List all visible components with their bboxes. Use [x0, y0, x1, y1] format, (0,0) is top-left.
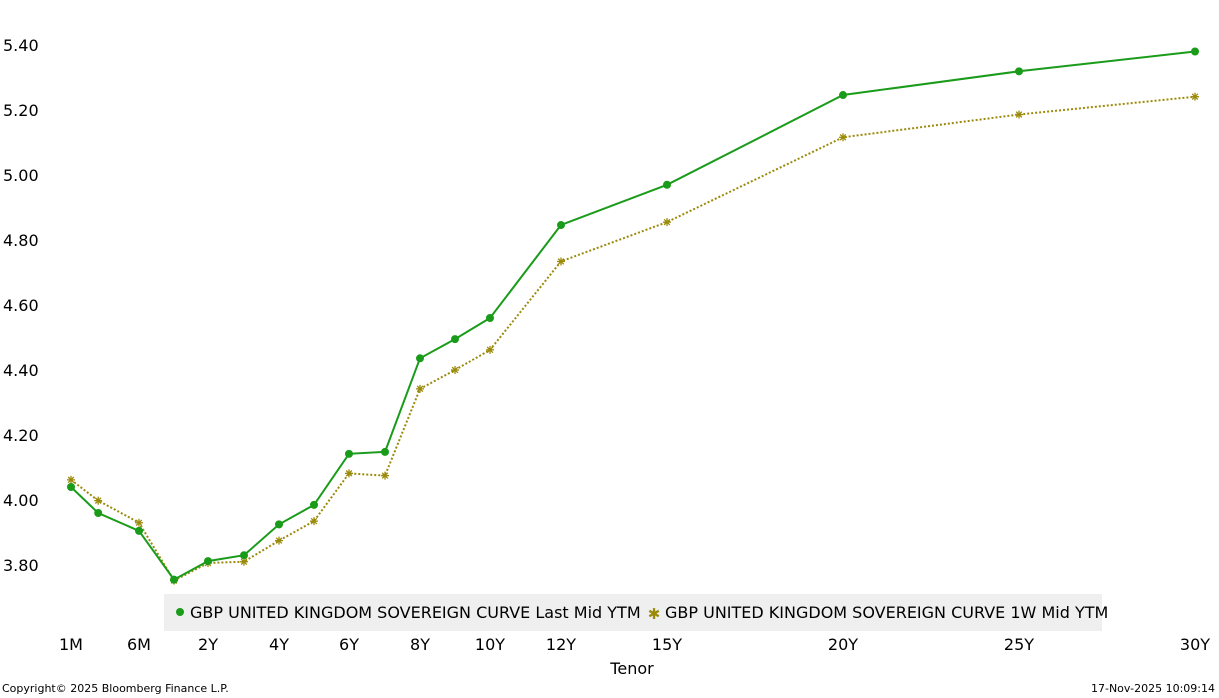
x-axis: 1M 6M 2Y 4Y 6Y 8Y 10Y 12Y 15Y 20Y 25Y 30Y	[59, 635, 1210, 654]
data-point-1w	[416, 384, 424, 393]
data-point-1w	[1015, 110, 1023, 119]
y-tick-label: 5.20	[3, 101, 39, 120]
y-tick-label: 4.20	[3, 426, 39, 445]
data-point-last	[310, 500, 318, 509]
y-tick-label: 5.00	[3, 166, 39, 185]
data-point-last	[94, 509, 103, 517]
copyright-text: Copyright© 2025 Bloomberg Finance L.P.	[2, 682, 229, 695]
data-point-last	[1015, 67, 1023, 76]
legend-label-last: GBP UNITED KINGDOM SOVEREIGN CURVE Last …	[190, 603, 641, 622]
x-tick-label: 1M	[59, 635, 83, 654]
y-tick-label: 5.40	[3, 36, 39, 55]
x-axis-title: Tenor	[609, 659, 654, 678]
data-point-last	[170, 575, 178, 584]
data-point-last	[135, 526, 143, 535]
data-point-1w	[381, 471, 389, 480]
legend-marker-last	[176, 608, 184, 616]
x-tick-label: 25Y	[1004, 635, 1034, 654]
data-point-last	[275, 520, 283, 529]
x-tick-label: 12Y	[546, 635, 576, 654]
data-point-last	[204, 557, 212, 566]
data-point-last	[1191, 47, 1199, 56]
series-layer	[67, 47, 1199, 585]
data-point-last	[67, 483, 75, 491]
y-tick-label: 4.00	[3, 491, 39, 510]
data-point-last	[416, 354, 424, 363]
legend-marker-1w: ✱	[648, 605, 661, 623]
series-line-1w	[70, 95, 1196, 582]
data-point-1w	[310, 517, 318, 526]
data-point-last	[486, 314, 494, 322]
data-point-last	[381, 447, 389, 456]
legend-background	[164, 594, 1102, 631]
data-point-last	[345, 449, 353, 458]
series-line-last	[70, 50, 1196, 581]
data-point-1w	[135, 518, 143, 527]
data-point-1w	[839, 133, 847, 142]
data-point-last	[839, 91, 847, 100]
y-axis: 3.80 4.00 4.20 4.40 4.60 4.80 5.00 5.20 5.40	[3, 36, 39, 575]
data-point-last	[557, 221, 565, 230]
data-point-1w	[94, 496, 103, 505]
x-tick-label: 2Y	[198, 635, 218, 654]
data-point-1w	[663, 218, 671, 227]
data-point-1w	[451, 366, 459, 374]
data-point-1w	[486, 345, 494, 354]
y-tick-label: 4.60	[3, 296, 39, 315]
x-tick-label: 10Y	[475, 635, 505, 654]
x-tick-label: 30Y	[1180, 635, 1210, 654]
data-point-1w	[67, 475, 75, 484]
timestamp-text: 17-Nov-2025 10:09:14	[1090, 682, 1215, 695]
data-point-1w	[275, 536, 283, 545]
x-tick-label: 20Y	[828, 635, 858, 654]
legend-label-1w: GBP UNITED KINGDOM SOVEREIGN CURVE 1W Mi…	[665, 603, 1108, 622]
data-point-1w	[345, 469, 353, 478]
y-tick-label: 4.80	[3, 231, 39, 250]
data-point-1w	[240, 557, 248, 566]
x-tick-label: 6Y	[339, 635, 359, 654]
x-tick-label: 8Y	[410, 635, 430, 654]
y-tick-label: 3.80	[3, 556, 39, 575]
x-tick-label: 4Y	[269, 635, 289, 654]
data-point-last	[451, 335, 459, 344]
data-point-1w	[557, 257, 565, 266]
data-point-1w	[1191, 92, 1199, 101]
x-tick-label: 15Y	[652, 635, 682, 654]
legend: GBP UNITED KINGDOM SOVEREIGN CURVE Last …	[164, 594, 1108, 631]
data-point-last	[663, 180, 671, 189]
x-tick-label: 6M	[127, 635, 151, 654]
y-tick-label: 4.40	[3, 361, 39, 380]
data-point-last	[240, 551, 248, 560]
